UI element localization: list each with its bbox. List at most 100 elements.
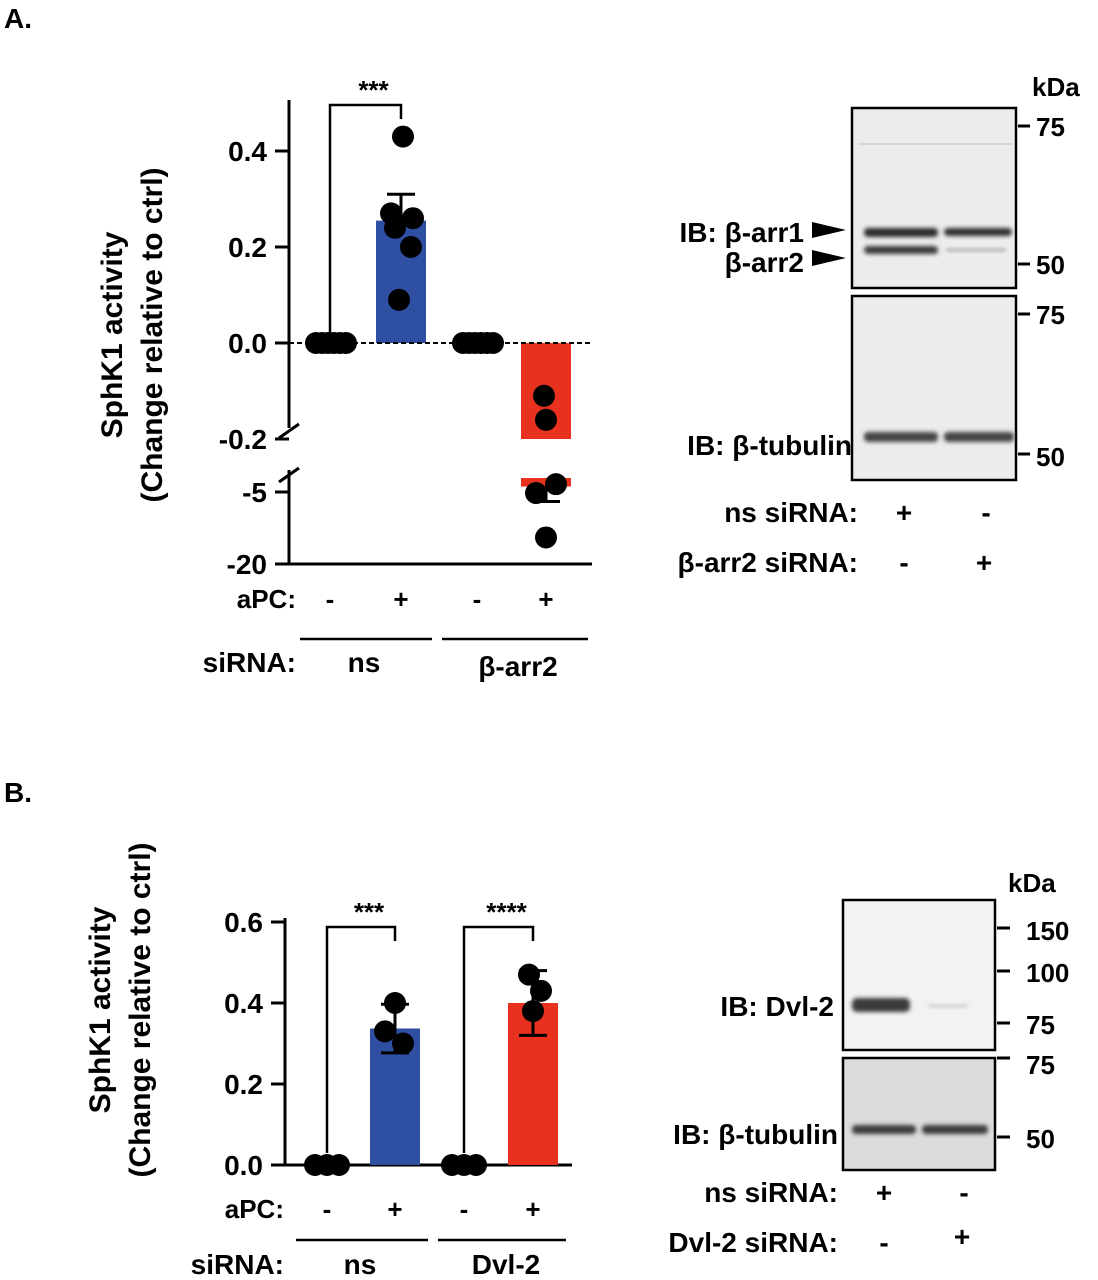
panel-a-data-point bbox=[392, 125, 414, 148]
panel-a-data-point bbox=[525, 482, 547, 505]
panel-a-data-point bbox=[482, 332, 504, 354]
panel-a-group-label: β-arr2 bbox=[478, 651, 557, 682]
blot-b-row2-sign: - bbox=[879, 1227, 888, 1258]
panel-a-data-point bbox=[535, 408, 557, 431]
panel-a-label: A. bbox=[4, 3, 32, 34]
panel-a-apc-sign: - bbox=[473, 584, 482, 614]
panel-a-data-point bbox=[535, 526, 557, 549]
panel-a-data-point bbox=[533, 384, 555, 407]
blot-a-row2-label: β-arr2 siRNA: bbox=[678, 547, 858, 578]
blot-a-row2-sign: - bbox=[899, 547, 908, 578]
panel-a-y-tick-label: -5 bbox=[242, 477, 267, 508]
blot-a-ib-arr1: IB: β-arr1 bbox=[680, 217, 804, 248]
panel-b-data-point bbox=[374, 1020, 396, 1043]
panel-a-significance-bracket bbox=[328, 103, 403, 335]
blot-b-row2-sign: + bbox=[954, 1221, 970, 1252]
panel-b-significance-bracket bbox=[325, 925, 397, 1153]
panel-b-significance-label: **** bbox=[486, 897, 527, 927]
blot-b-marker: 150 bbox=[1026, 916, 1069, 946]
panel-a-sirna-label: siRNA: bbox=[203, 647, 296, 678]
blot-a-arrowhead-arr1 bbox=[812, 222, 846, 238]
blot-b-row1-sign: + bbox=[876, 1177, 892, 1208]
panel-b-data-point bbox=[392, 1032, 414, 1055]
panel-b-group-label: ns bbox=[344, 1249, 377, 1280]
panel-a-y-tick-label: 0.4 bbox=[228, 136, 267, 167]
panel-a-data-point bbox=[384, 216, 406, 239]
blot-a-marker: 50 bbox=[1036, 442, 1065, 472]
panel-a-axis-break-mark bbox=[278, 466, 300, 484]
panel-a-y-tick-label: -20 bbox=[227, 549, 267, 580]
panel-b-apc-sign: + bbox=[387, 1194, 402, 1224]
panel-b-y-axis-label: SphK1 activity (Change relative to ctrl) bbox=[84, 842, 157, 1177]
panel-b-label: B. bbox=[4, 777, 32, 808]
panel-a-y-axis-label: SphK1 activity (Change relative to ctrl) bbox=[96, 167, 169, 502]
blot-a-row2-sign: + bbox=[976, 547, 992, 578]
blot-b-band-tubulin-lane2 bbox=[922, 1125, 988, 1134]
panel-b-y-tick-label: 0.4 bbox=[224, 988, 263, 1019]
blot-a-band-arr1-lane2 bbox=[944, 228, 1012, 236]
panel-b-apc-label: aPC: bbox=[225, 1194, 284, 1224]
blot-a-kda-label: kDa bbox=[1032, 72, 1080, 102]
panel-a-axis-break-mark bbox=[278, 422, 300, 440]
panel-a-apc-sign: + bbox=[393, 584, 408, 614]
panel-a-y-tick-label: 0.2 bbox=[228, 232, 267, 263]
panel-a-data-point bbox=[545, 473, 567, 496]
blot-a-ib-arr2: β-arr2 bbox=[725, 247, 804, 278]
panel-b-apc-sign: + bbox=[525, 1194, 540, 1224]
blot-a-arrowhead-arr2 bbox=[812, 250, 846, 266]
panel-b-apc-sign: - bbox=[460, 1194, 469, 1224]
panel-a-group-label: ns bbox=[348, 647, 381, 678]
blot-b-row1-label: ns siRNA: bbox=[704, 1177, 838, 1208]
blot-b-top-membrane bbox=[841, 898, 997, 1052]
panel-b-apc-sign: - bbox=[323, 1194, 332, 1224]
panel-a-y-tick-label: -0.2 bbox=[219, 424, 267, 455]
blot-a-row1-sign: - bbox=[981, 497, 990, 528]
panel-a-chart: 0.4 0.2 0.0 -0.2 -5 -20 *** bbox=[219, 75, 592, 580]
blot-b-marker: 75 bbox=[1026, 1010, 1055, 1040]
blot-a-row1-label: ns siRNA: bbox=[724, 497, 858, 528]
panel-b-ylabel-line1: SphK1 activity bbox=[84, 906, 117, 1113]
blot-a-bottom-membrane bbox=[850, 294, 1018, 482]
panel-b-data-point bbox=[384, 992, 406, 1014]
panel-b-sirna-label: siRNA: bbox=[191, 1249, 284, 1280]
blot-a-row1-sign: + bbox=[896, 497, 912, 528]
blot-b-row2-label: Dvl-2 siRNA: bbox=[668, 1227, 838, 1258]
panel-a-apc-sign: - bbox=[326, 584, 335, 614]
panel-b-ylabel-line2: (Change relative to ctrl) bbox=[124, 842, 157, 1177]
blot-a-band-arr2-lane1 bbox=[864, 246, 938, 254]
panel-b-significance-label: *** bbox=[354, 897, 385, 927]
panel-b-data-point bbox=[518, 963, 540, 986]
panel-a-y-tick-label: 0.0 bbox=[228, 328, 267, 359]
panel-b-group-label: Dvl-2 bbox=[472, 1249, 540, 1280]
blot-b-row1-sign: - bbox=[959, 1177, 968, 1208]
panel-b-data-point bbox=[530, 979, 552, 1002]
blot-b-marker: 75 bbox=[1026, 1050, 1055, 1080]
blot-b-ib-tubulin: IB: β-tubulin bbox=[673, 1119, 838, 1150]
panel-a-data-point bbox=[335, 332, 357, 354]
blot-b-band-tubulin-lane1 bbox=[852, 1125, 916, 1134]
blot-a-marker: 75 bbox=[1036, 300, 1065, 330]
panel-a-ylabel-line2: (Change relative to ctrl) bbox=[136, 167, 169, 502]
panel-b-chart: 0.00.20.40.6 *** **** bbox=[224, 897, 572, 1181]
panel-a-ylabel-line1: SphK1 activity bbox=[96, 231, 129, 438]
panel-a-significance-label: *** bbox=[358, 75, 389, 105]
blot-a-band-tubulin-lane2 bbox=[944, 432, 1014, 442]
panel-b-data-point bbox=[328, 1154, 350, 1176]
blot-a-band-tubulin-lane1 bbox=[864, 432, 938, 442]
blot-b-bottom-membrane bbox=[841, 1056, 997, 1172]
panel-a-data-point bbox=[388, 288, 410, 311]
blot-a-top-membrane bbox=[850, 106, 1018, 290]
blot-a-band-arr1-lane1 bbox=[864, 228, 938, 237]
panel-a-apc-label: aPC: bbox=[237, 584, 296, 614]
blot-a-ib-tubulin: IB: β-tubulin bbox=[687, 430, 852, 461]
panel-a-apc-sign: + bbox=[538, 584, 553, 614]
panel-b-significance-bracket bbox=[462, 925, 535, 1153]
panel-b-data-point bbox=[522, 1000, 544, 1023]
blot-b-band-dvl2-lane1 bbox=[852, 998, 910, 1012]
panel-b-data-point bbox=[465, 1154, 487, 1176]
blot-b-ib-dvl2: IB: Dvl-2 bbox=[720, 991, 834, 1022]
panel-b-y-tick-label: 0.6 bbox=[224, 907, 263, 938]
blot-a-band-arr2-lane2 bbox=[946, 248, 1006, 252]
blot-b-marker: 100 bbox=[1026, 958, 1069, 988]
